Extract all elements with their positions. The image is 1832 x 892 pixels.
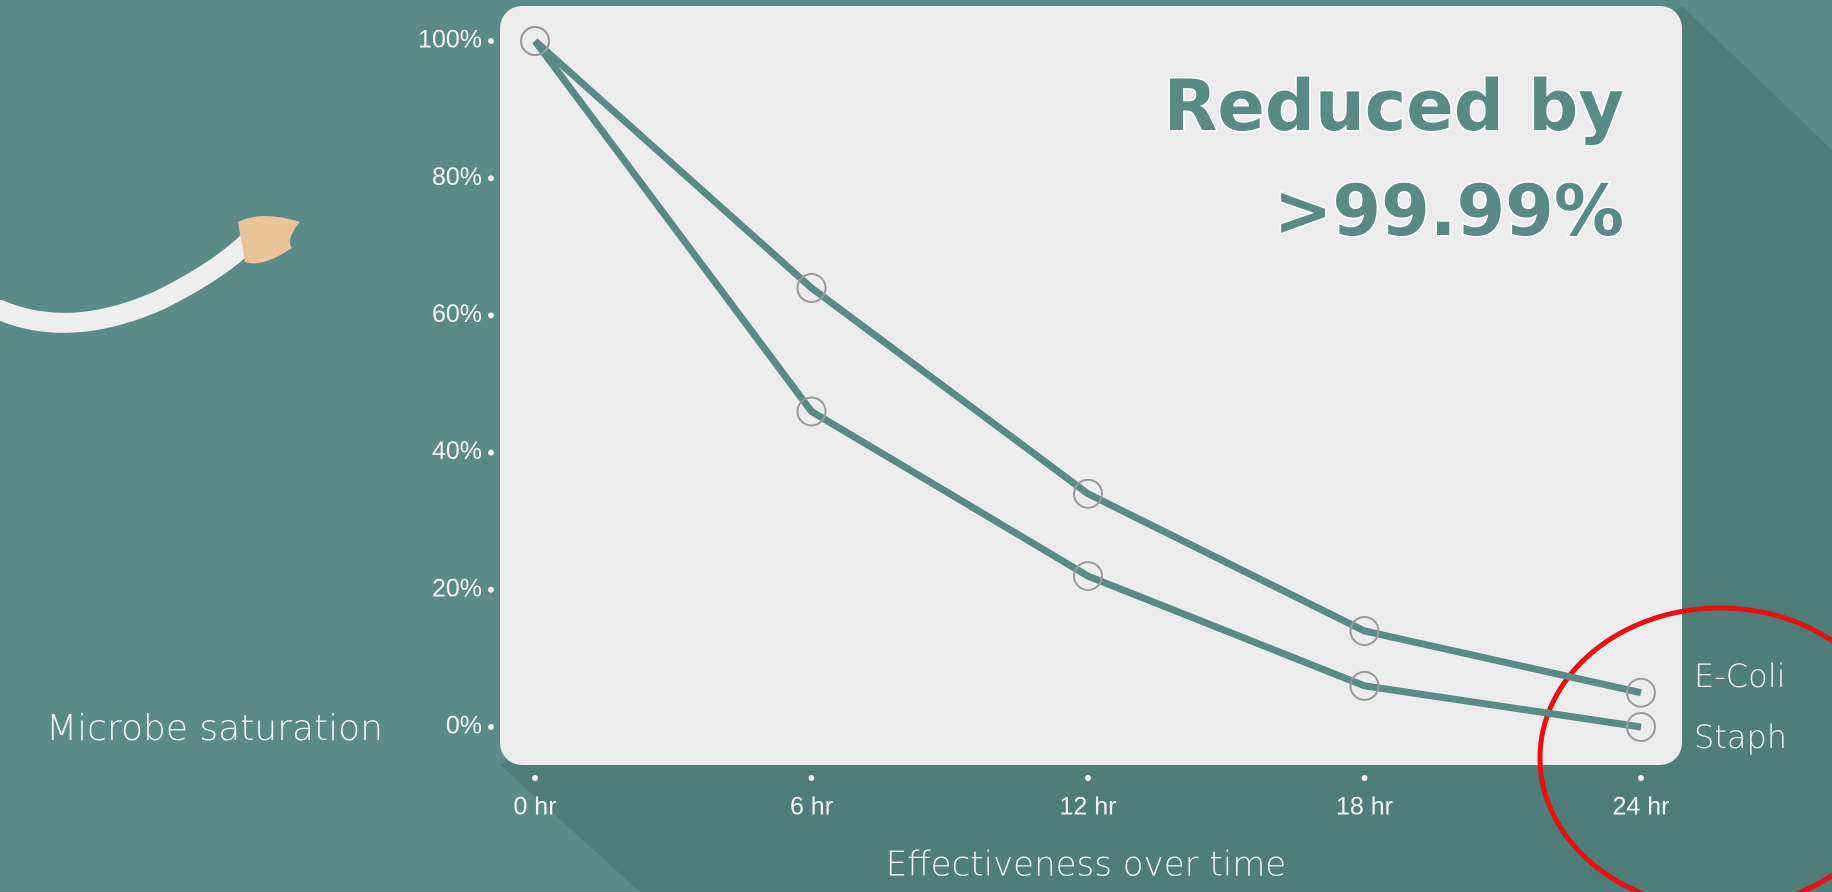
y-tick-label: 40% — [432, 437, 482, 465]
annotation: Reduced by — [1163, 65, 1624, 147]
x-tick-dot — [532, 775, 538, 781]
x-tick-label: 12 hr — [1060, 793, 1117, 821]
y-tick-mark — [488, 587, 494, 593]
y-tick-label: 20% — [432, 574, 482, 602]
hand-decoration — [238, 216, 300, 263]
annotation: >99.99% — [1274, 170, 1624, 252]
x-tick-label: 24 hr — [1613, 793, 1670, 821]
y-tick-label: 60% — [432, 300, 482, 328]
legend-label: Staph — [1694, 718, 1787, 756]
page: Reduced by >99.99% Effectiveness over ti… — [0, 0, 1832, 892]
legend-label: E-Coli — [1694, 657, 1785, 695]
x-tick-dot — [1362, 775, 1368, 781]
x-tick-label: 0 hr — [513, 793, 556, 821]
x-tick-dot — [1085, 775, 1091, 781]
y-tick-label: 100% — [418, 26, 482, 54]
y-tick-label: 80% — [432, 163, 482, 191]
chart: Reduced by >99.99% Effectiveness over ti… — [0, 0, 1832, 892]
y-tick-mark — [488, 38, 494, 44]
arm-decoration — [0, 240, 250, 323]
y-tick-mark — [488, 175, 494, 181]
y-axis-label: Microbe saturation — [46, 708, 383, 749]
x-tick-dot — [809, 775, 815, 781]
x-axis-label: Effectiveness over time — [886, 845, 1286, 885]
x-tick-dot — [1638, 775, 1644, 781]
y-tick-mark — [488, 450, 494, 456]
x-tick-label: 18 hr — [1336, 793, 1393, 821]
y-tick-mark — [488, 724, 494, 730]
x-tick-label: 6 hr — [790, 793, 833, 821]
y-tick-label: 0% — [446, 712, 482, 740]
y-tick-mark — [488, 312, 494, 318]
